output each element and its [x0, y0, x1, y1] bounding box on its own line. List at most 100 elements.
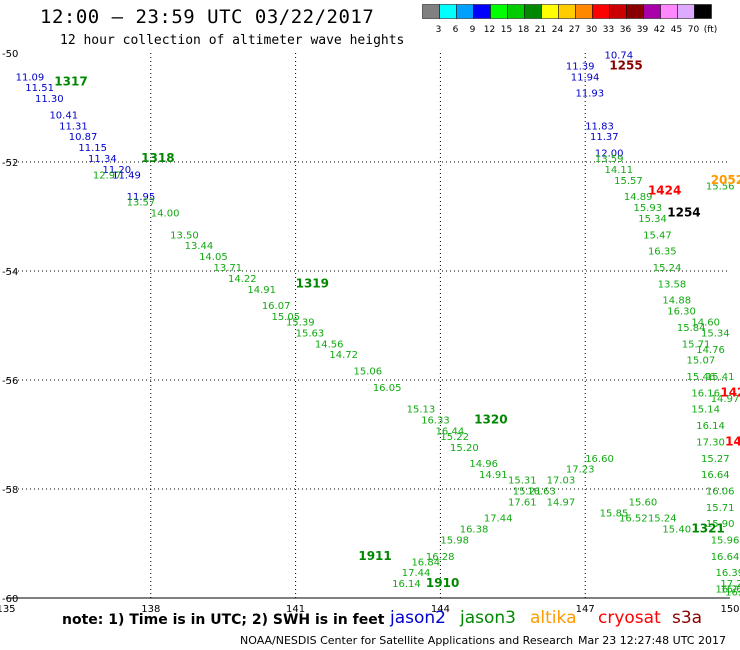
- swh-value: 11.95: [127, 192, 156, 203]
- swh-value: 13.59: [595, 154, 624, 165]
- swh-value: 13.50: [170, 230, 199, 241]
- color-swatch: [541, 4, 559, 19]
- color-scale-label: 12: [484, 25, 495, 35]
- track-id-label: 1317: [54, 75, 87, 89]
- x-tick-label: 147: [576, 604, 595, 615]
- swh-value: 15.22: [440, 432, 469, 443]
- swh-value: 15.71: [682, 339, 711, 350]
- track-id-label: 1424: [648, 184, 681, 198]
- color-swatch: [575, 4, 593, 19]
- swh-value: 11.83: [585, 121, 614, 132]
- swh-value: 11.39: [566, 61, 595, 72]
- swh-value: 11.20: [103, 165, 132, 176]
- swh-value: 10.74: [605, 50, 634, 61]
- swh-value: 17.03: [547, 476, 576, 487]
- color-scale-label: 21: [535, 25, 546, 35]
- track-labels: 1317 1318 1319 1320 1911 1910 1255 1254 1424 2052…: [54, 58, 740, 590]
- swh-value: 16.28: [426, 552, 455, 563]
- color-swatch: [524, 4, 542, 19]
- color-scale-bar: 3 6 9 12 15 18 21 24 27 30 33 36 39 42 45 70 (ft): [422, 4, 718, 35]
- swh-value: 16.52: [619, 514, 648, 525]
- swh-value: 13.58: [658, 279, 687, 290]
- swh-value: 15.56: [706, 181, 735, 192]
- legend-altika: altika: [530, 608, 577, 628]
- swh-value: 16.38: [460, 525, 489, 536]
- color-swatch: [660, 4, 678, 19]
- swh-value: 16.06: [706, 486, 735, 497]
- swh-value: 15.27: [701, 454, 730, 465]
- track-id-label: 1321: [691, 522, 724, 536]
- swh-value: 17.30: [696, 437, 725, 448]
- color-swatch: [490, 4, 508, 19]
- swh-value: 15.07: [687, 356, 716, 367]
- color-swatch: [558, 4, 576, 19]
- swh-value: 10.41: [49, 110, 78, 121]
- swh-value: 11.15: [78, 143, 107, 154]
- swh-value: 14.91: [247, 285, 276, 296]
- color-swatch: [609, 4, 627, 19]
- color-swatch: [643, 4, 661, 19]
- color-scale-label: 70: [688, 25, 700, 35]
- swh-value: 15.13: [407, 405, 436, 416]
- footer-note: note: 1) Time is in UTC; 2) SWH is in fe…: [62, 612, 385, 628]
- swh-value: 14.05: [199, 252, 228, 263]
- swh-value: 15.90: [706, 519, 735, 530]
- y-tick-label: -58: [2, 485, 18, 496]
- swh-value: 15.34: [701, 328, 730, 339]
- swh-value: 15.41: [706, 372, 735, 383]
- swh-value: 16.44: [436, 427, 465, 438]
- swh-value: 14.97: [547, 497, 576, 508]
- y-tick-label: -50: [2, 49, 18, 60]
- swh-value: 16.64: [701, 470, 730, 481]
- swh-value: 15.24: [648, 514, 677, 525]
- legend-jason3: jason3: [460, 608, 516, 628]
- swh-value: 16.14: [696, 421, 725, 432]
- x-tick-label: 144: [431, 604, 450, 615]
- swh-value: 17.44: [484, 514, 513, 525]
- swh-value: 14.00: [151, 209, 180, 220]
- swh-value: 11.49: [112, 170, 141, 181]
- x-tick-label: 135: [0, 604, 16, 615]
- swh-value: 16.12: [725, 587, 740, 598]
- color-swatch: [439, 4, 457, 19]
- swh-value: 15.47: [643, 230, 672, 241]
- track-id-label: 1422: [725, 434, 740, 448]
- swh-value: 15.14: [691, 405, 720, 416]
- swh-value: 15.71: [706, 503, 735, 514]
- legend-s3a: s3a: [672, 608, 703, 628]
- swh-value: 12.00: [595, 149, 624, 160]
- swh-value: 11.31: [59, 121, 88, 132]
- swh-value: 11.94: [571, 72, 600, 83]
- chart-title: 12:00 – 23:59 UTC 03/22/2017: [40, 6, 375, 28]
- color-scale-label: (ft): [704, 25, 718, 35]
- swh-value: 15.98: [440, 536, 469, 547]
- swh-value: 14.88: [662, 296, 691, 307]
- swh-value: 14.56: [315, 339, 344, 350]
- swh-value: 13.44: [185, 241, 214, 252]
- swh-value: 17.23: [566, 465, 595, 476]
- track-id-label: 1911: [358, 549, 391, 563]
- y-tick-label: -54: [2, 267, 18, 278]
- swh-value: 14.76: [696, 345, 725, 356]
- swh-value: 15.57: [614, 176, 643, 187]
- legend-jason2: jason2: [390, 608, 446, 628]
- swh-value: 15.60: [720, 585, 740, 596]
- swh-value: 14.22: [228, 274, 257, 285]
- swh-value: 13.71: [214, 263, 243, 274]
- swh-value: 11.37: [590, 132, 619, 143]
- swh-value: 16.30: [667, 307, 696, 318]
- swh-value: 15.40: [662, 525, 691, 536]
- swh-value: 11.09: [16, 72, 45, 83]
- swh-value: 15.60: [629, 497, 658, 508]
- swh-value: 16.07: [262, 301, 291, 312]
- x-tick-label: 138: [141, 604, 160, 615]
- chart-subtitle: 12 hour collection of altimeter wave hei…: [60, 33, 405, 48]
- generated-timestamp: Mar 23 12:27:48 UTC 2017: [578, 634, 726, 647]
- color-scale-label: 24: [552, 25, 564, 35]
- swh-value: 15.05: [271, 312, 300, 323]
- swh-value: 16.63: [527, 486, 556, 497]
- color-swatch: [626, 4, 644, 19]
- swh-value: 16.14: [392, 579, 421, 590]
